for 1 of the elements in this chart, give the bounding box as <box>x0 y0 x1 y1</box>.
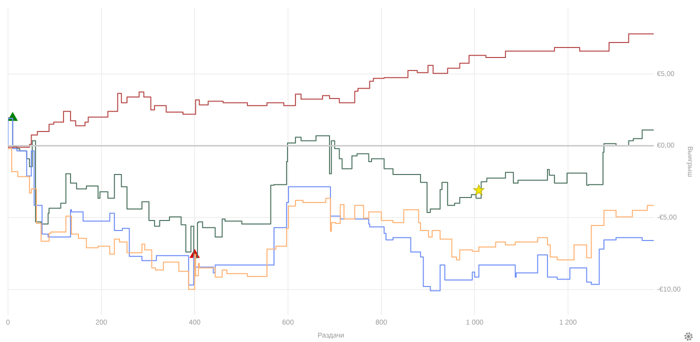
point <box>473 184 484 196</box>
